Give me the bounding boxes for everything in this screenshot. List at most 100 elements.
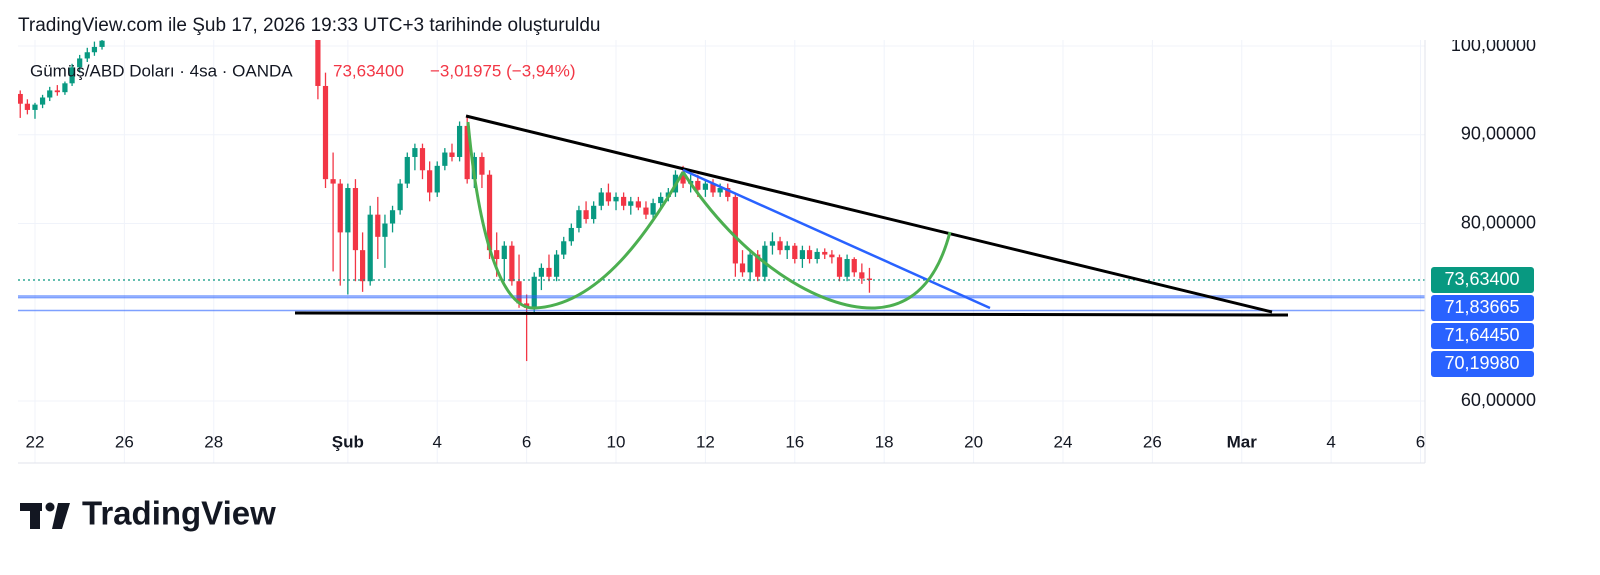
candle-body — [345, 188, 351, 233]
candle-body — [732, 196, 738, 264]
candle-body — [695, 180, 701, 190]
candle-body — [799, 250, 806, 260]
candle-body — [844, 259, 850, 277]
price-lines — [18, 279, 1425, 312]
candle-body — [553, 254, 560, 277]
candle-body — [77, 58, 83, 68]
y-tick-label: 60,00000 — [1461, 390, 1536, 410]
candle-body — [859, 272, 865, 279]
x-tick-label: Şub — [332, 432, 364, 451]
x-tick-label: 20 — [964, 432, 983, 451]
candle-body — [337, 183, 343, 233]
candle-body — [628, 201, 634, 206]
candle-body — [658, 196, 664, 204]
candle-body — [747, 254, 753, 273]
candle-body — [330, 179, 336, 184]
candle-body — [851, 259, 857, 273]
candle-body — [725, 188, 731, 197]
x-tick-label: 18 — [875, 432, 894, 451]
price-label-box — [1431, 267, 1534, 294]
change: −3,01975 (−3,94%) — [430, 61, 576, 80]
candle-body — [352, 188, 359, 251]
x-tick-label: 22 — [26, 432, 45, 451]
candle-body — [39, 97, 46, 105]
candle-body — [449, 152, 455, 157]
candle-body — [568, 227, 574, 242]
candle-body — [605, 192, 612, 202]
candle-body — [546, 267, 552, 277]
candle-body — [784, 245, 790, 251]
candle-body — [464, 125, 470, 180]
candle-body — [792, 245, 798, 260]
candle-body — [32, 104, 38, 110]
candle-body — [47, 90, 53, 98]
x-tick-label: 10 — [607, 432, 626, 451]
x-tick-label: 16 — [785, 432, 804, 451]
candle-body — [650, 203, 656, 215]
candle-body — [486, 174, 493, 251]
price-label-box — [1431, 323, 1534, 350]
candle-body — [442, 152, 448, 166]
candle-body — [755, 254, 761, 277]
candle-body — [412, 148, 418, 157]
candle-body — [822, 251, 828, 255]
candle-body — [479, 156, 485, 175]
candle-body — [598, 192, 604, 206]
x-tick-label: 12 — [696, 432, 715, 451]
drawings — [294, 114, 1289, 317]
candle-body — [561, 241, 567, 255]
candle-body — [24, 103, 30, 110]
candle-body — [836, 257, 843, 277]
symbol: Gümüş/ABD Doları · 4sa · OANDA — [30, 61, 293, 80]
candle-body — [404, 156, 410, 184]
candle-body — [382, 223, 388, 237]
candle-body — [509, 245, 515, 282]
logo-icon — [20, 502, 70, 529]
candle-body — [613, 196, 619, 202]
candle-body — [635, 201, 641, 208]
x-tick-label: 6 — [522, 432, 531, 451]
candle-body — [322, 85, 329, 180]
candle-body — [99, 40, 105, 47]
x-tick-label: 24 — [1054, 432, 1073, 451]
candle-body — [84, 52, 90, 59]
candle-body — [69, 67, 75, 84]
x-tick-label: 4 — [433, 432, 442, 451]
candle-body — [494, 250, 500, 260]
candle-body — [739, 263, 746, 273]
candle-body — [777, 241, 783, 251]
candle-body — [531, 276, 537, 308]
candle-body — [54, 90, 60, 93]
candle-body — [62, 83, 68, 93]
candles — [18, 40, 873, 362]
candle-body — [829, 254, 835, 258]
candle-body — [576, 210, 582, 228]
candle-body — [680, 174, 686, 184]
candle-body — [516, 281, 522, 304]
y-tick-label: 80,00000 — [1461, 212, 1536, 232]
candle-body — [538, 267, 544, 277]
price-label: 71,83665 — [1444, 297, 1519, 317]
candle-body — [501, 245, 507, 260]
candle-body — [18, 93, 23, 104]
x-tick-label: 26 — [1143, 432, 1162, 451]
price-label: 70,19980 — [1444, 353, 1519, 373]
x-tick-label: 6 — [1416, 432, 1425, 451]
x-tick-label: 28 — [204, 432, 223, 451]
candle-body — [456, 125, 463, 157]
candle-body — [315, 40, 321, 86]
candle-body — [427, 170, 433, 193]
trendline — [465, 114, 1273, 314]
candle-body — [359, 250, 366, 282]
header-bg — [0, 0, 1600, 40]
candle-body — [710, 183, 716, 193]
x-tick-label: 4 — [1326, 432, 1335, 451]
trendline — [294, 311, 1289, 317]
last-price: 73,63400 — [333, 61, 404, 80]
x-tick-label: 26 — [115, 432, 134, 451]
candle-body — [419, 148, 426, 171]
candle-body — [866, 278, 873, 281]
candle-body — [643, 207, 649, 215]
candle-body — [717, 188, 723, 193]
